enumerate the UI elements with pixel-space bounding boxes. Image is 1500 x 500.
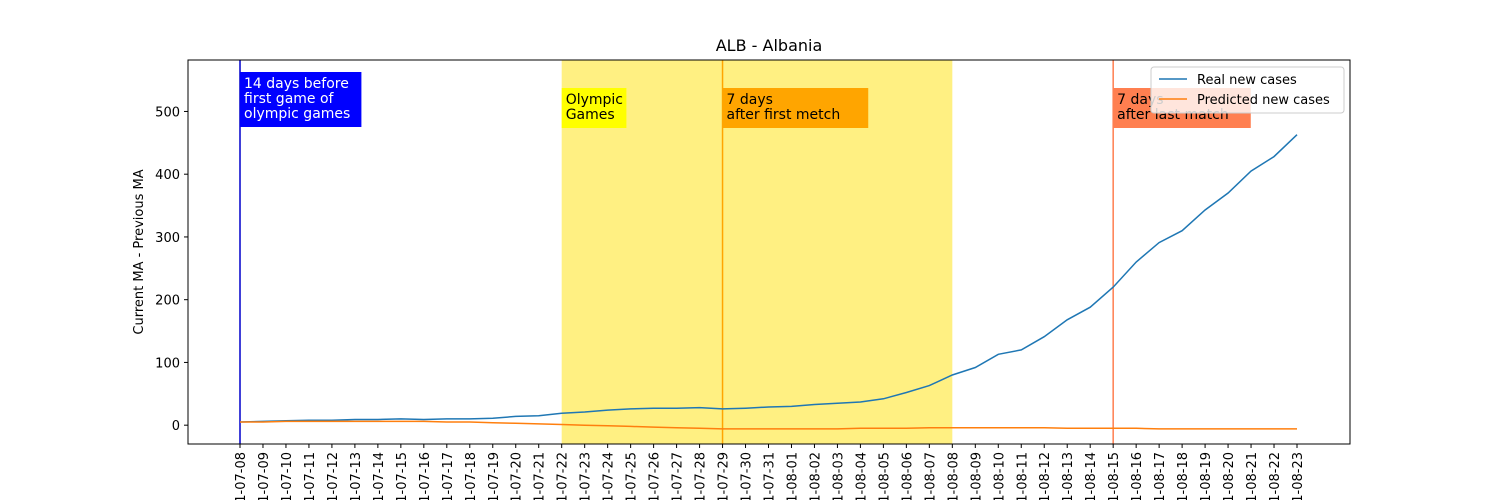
x-tick-label: 2021-08-07 — [923, 452, 938, 500]
x-tick-label: 2021-07-14 — [372, 452, 387, 500]
annotation-box-1-line: 7 days — [727, 92, 773, 108]
x-tick-label: 2021-08-21 — [1245, 452, 1260, 500]
x-tick-label: 2021-07-13 — [349, 452, 364, 500]
annotation-olympic-games-line: Olympic — [566, 92, 623, 108]
y-tick-label: 100 — [155, 356, 180, 371]
legend: Real new cases Predicted new cases — [1151, 67, 1344, 113]
x-tick-label: 2021-08-17 — [1153, 452, 1168, 500]
chart-title: ALB - Albania — [716, 36, 823, 55]
x-tick-label: 2021-08-15 — [1107, 452, 1122, 500]
x-tick-label: 2021-08-14 — [1084, 452, 1099, 500]
x-tick-label: 2021-08-02 — [808, 452, 823, 500]
x-tick-label: 2021-07-28 — [694, 452, 709, 500]
x-tick-label: 2021-08-12 — [1038, 452, 1053, 500]
x-tick-label: 2021-08-16 — [1130, 452, 1145, 500]
x-tick-label: 2021-08-20 — [1222, 452, 1237, 500]
x-tick-label: 2021-08-01 — [785, 452, 800, 500]
x-tick-label: 2021-07-20 — [510, 452, 525, 500]
x-tick-label: 2021-07-23 — [579, 452, 594, 500]
x-tick-label: 2021-07-12 — [326, 452, 341, 500]
y-tick-label: 200 — [155, 294, 180, 309]
y-tick-label: 400 — [155, 168, 180, 183]
x-tick-label: 2021-08-19 — [1199, 452, 1214, 500]
x-tick-label: 2021-08-22 — [1268, 452, 1283, 500]
y-tick-label: 500 — [155, 105, 180, 120]
x-tick-label: 2021-07-19 — [487, 452, 502, 500]
x-tick-label: 2021-07-26 — [648, 452, 663, 500]
annotation-box-0-line: 14 days before — [244, 76, 349, 92]
x-tick-label: 2021-08-05 — [877, 452, 892, 500]
x-tick-label: 2021-07-24 — [602, 452, 617, 500]
x-tick-label: 2021-07-31 — [763, 452, 778, 500]
legend-label-0: Real new cases — [1197, 73, 1297, 88]
x-tick-label: 2021-07-18 — [464, 452, 479, 500]
legend-label-1: Predicted new cases — [1197, 93, 1330, 108]
x-tick-label: 2021-08-03 — [831, 452, 846, 500]
annotation-box-0-line: first game of — [244, 91, 335, 107]
x-tick-label: 2021-08-04 — [854, 452, 869, 500]
x-tick-label: 2021-08-08 — [946, 452, 961, 500]
annotation-box-1-line: after first metch — [727, 107, 841, 123]
y-tick-label: 300 — [155, 231, 180, 246]
x-tick-label: 2021-07-30 — [740, 452, 755, 500]
annotation-olympic-games-line: Games — [566, 107, 615, 123]
x-tick-label: 2021-08-06 — [900, 452, 915, 500]
x-tick-label: 2021-08-11 — [1015, 452, 1030, 500]
x-tick-label: 2021-08-18 — [1176, 452, 1191, 500]
x-tick-label: 2021-07-15 — [395, 452, 410, 500]
y-tick-label: 0 — [172, 419, 180, 434]
x-tick-label: 2021-07-16 — [418, 452, 433, 500]
x-tick-label: 2021-07-27 — [671, 452, 686, 500]
x-tick-label: 2021-07-21 — [533, 452, 548, 500]
x-tick-label: 2021-08-09 — [969, 452, 984, 500]
annotation-box-0-line: olympic games — [244, 106, 350, 122]
x-tick-label: 2021-07-11 — [303, 452, 318, 500]
x-tick-label: 2021-08-23 — [1291, 452, 1306, 500]
x-tick-label: 2021-07-10 — [280, 452, 295, 500]
x-tick-label: 2021-07-29 — [717, 452, 732, 500]
x-tick-label: 2021-07-17 — [441, 452, 456, 500]
x-tick-label: 2021-07-25 — [625, 452, 640, 500]
x-tick-label: 2021-07-08 — [234, 452, 249, 500]
x-tick-label: 2021-08-10 — [992, 452, 1007, 500]
y-axis-label: Current MA - Previous MA — [132, 169, 147, 334]
x-tick-label: 2021-07-22 — [556, 452, 571, 500]
x-tick-label: 2021-08-13 — [1061, 452, 1076, 500]
x-tick-label: 2021-07-09 — [257, 452, 272, 500]
